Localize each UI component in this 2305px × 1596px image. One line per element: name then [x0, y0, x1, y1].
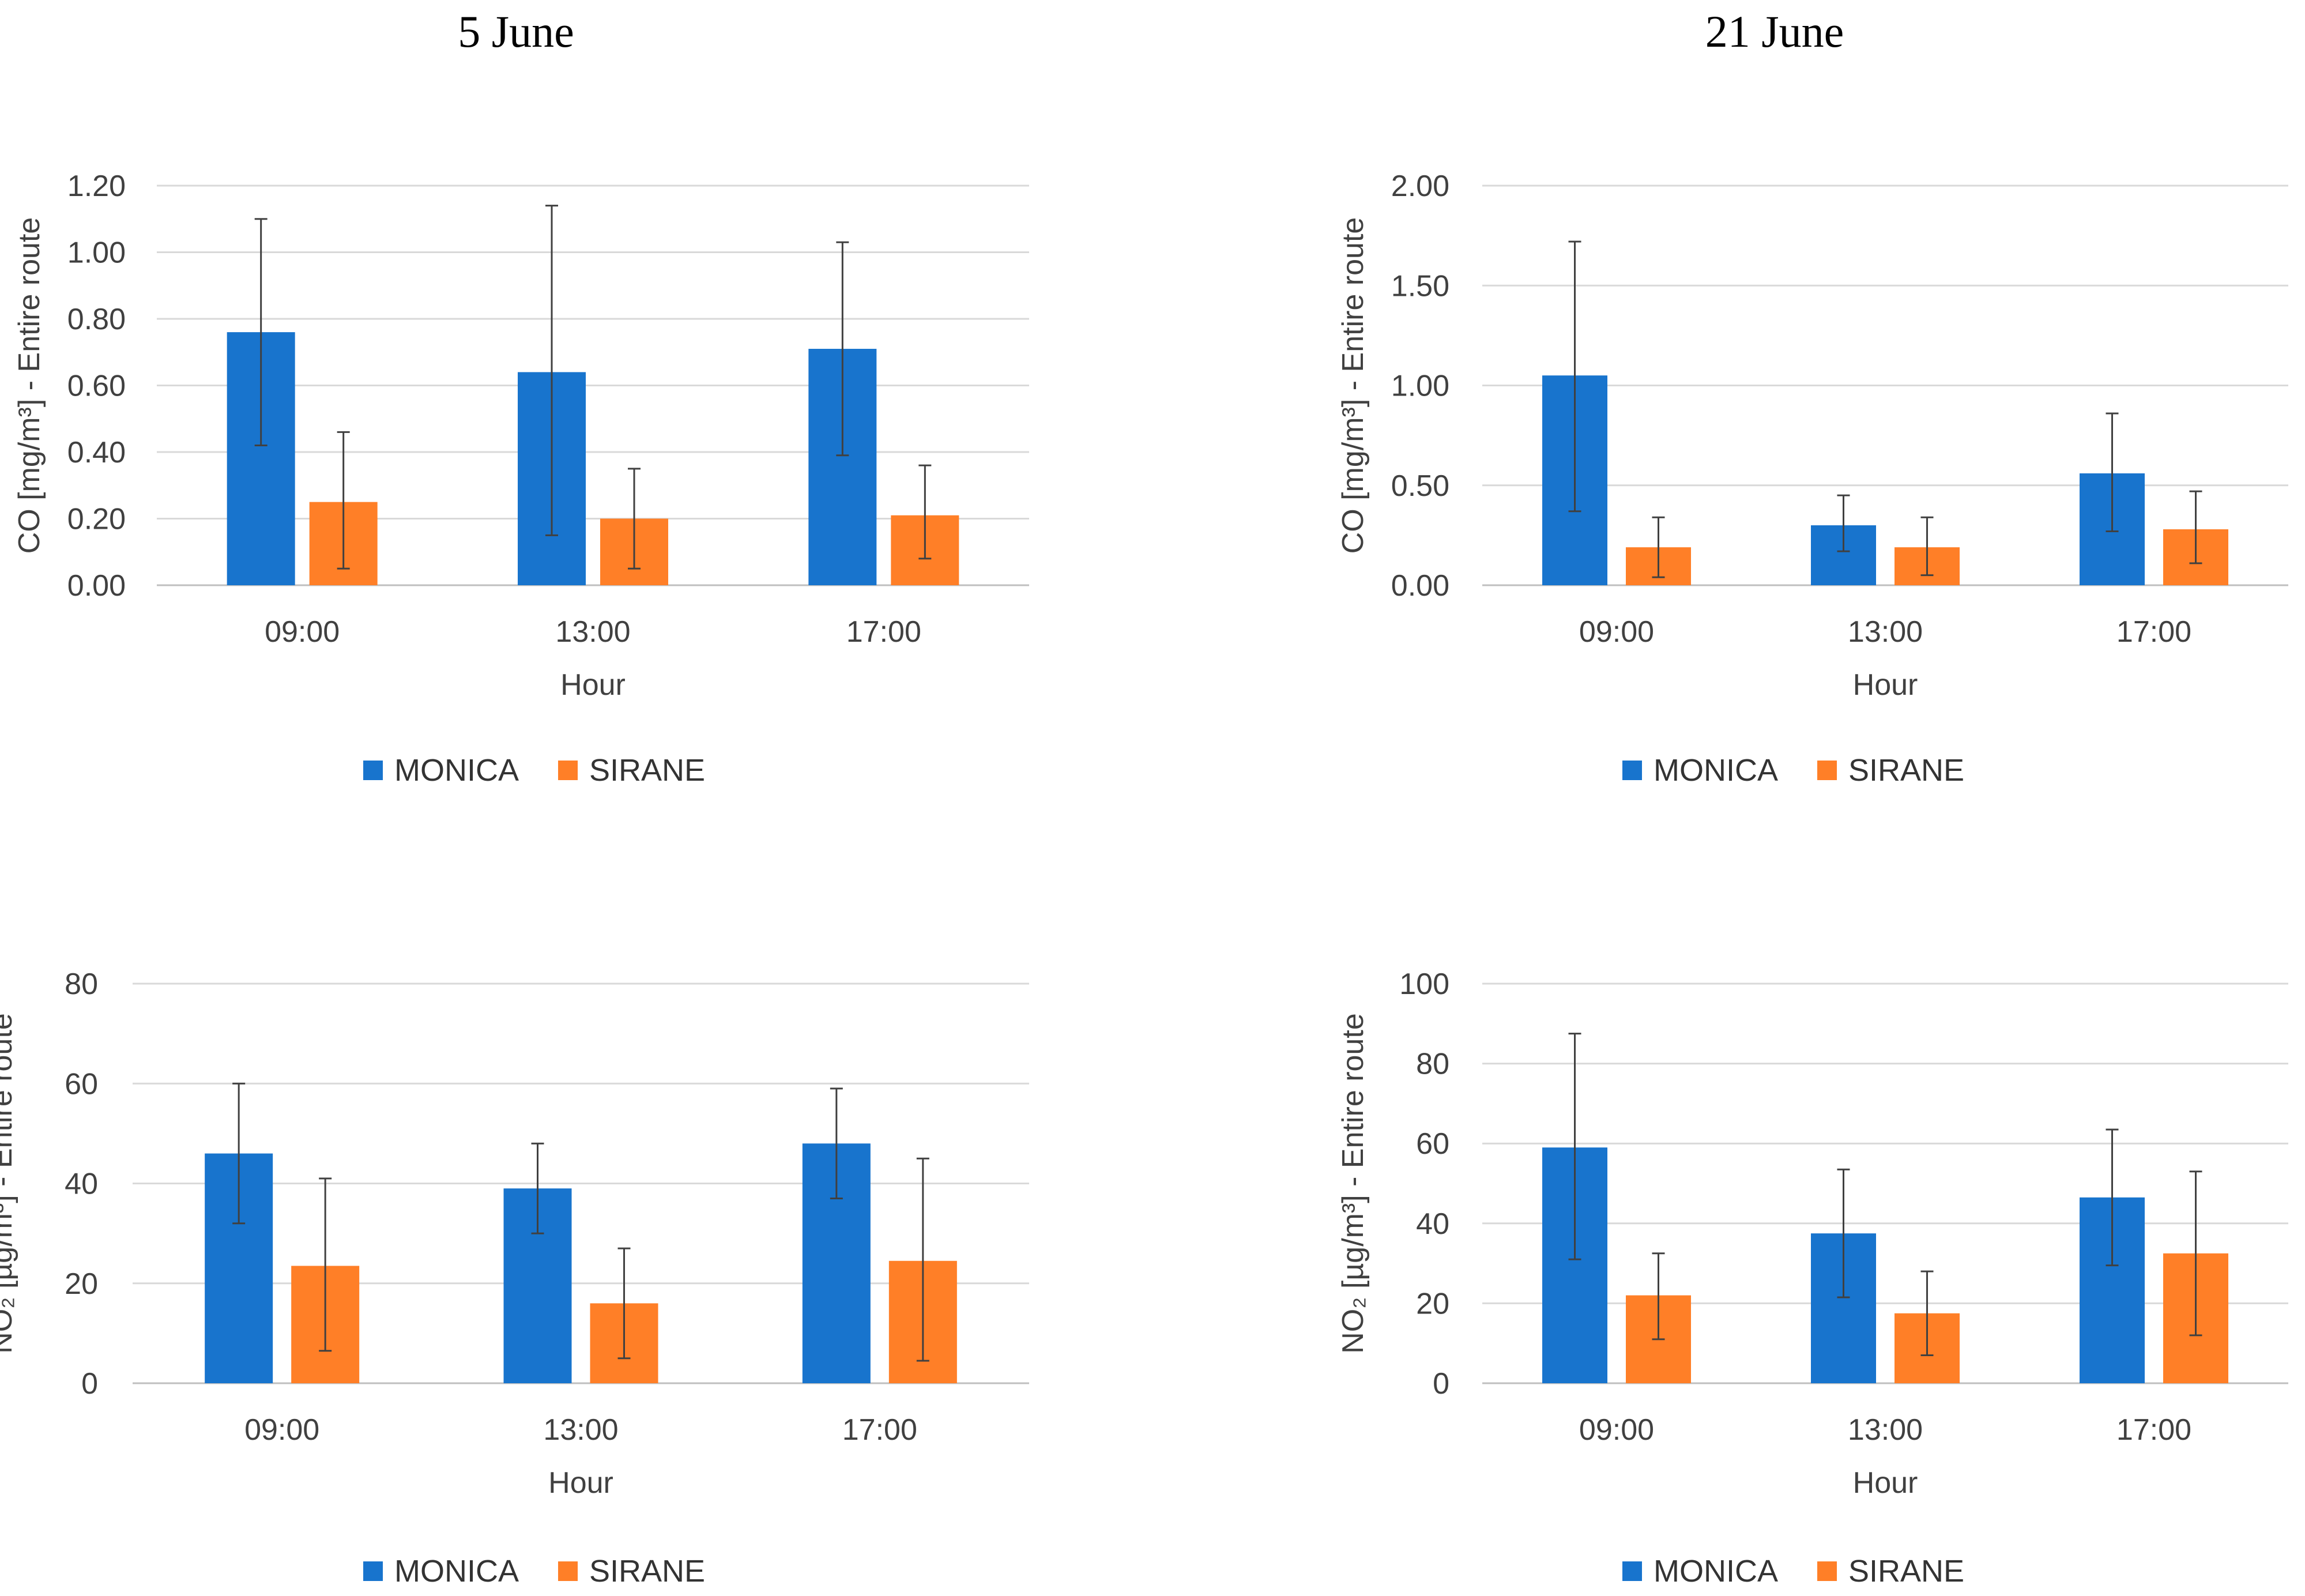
y-tick-label: 80 — [65, 968, 98, 1001]
legend-label-monica: MONICA — [394, 753, 519, 788]
y-tick-label: 20 — [65, 1267, 98, 1301]
legend-label-sirane: SIRANE — [589, 753, 706, 788]
legend-swatch-sirane — [1817, 761, 1837, 780]
y-tick-label: 2.00 — [1391, 170, 1449, 203]
legend-swatch-sirane — [558, 1561, 578, 1581]
y-tick-label: 0 — [1433, 1367, 1449, 1401]
y-tick-label: 0.40 — [67, 436, 126, 469]
chart-no2-21-june: 0 20 40 60 80 100 NO₂ [µg/m³] - Entire route 09… — [1152, 798, 2305, 1596]
x-tick-label: 09:00 — [265, 615, 340, 649]
x-tick-label: 17:00 — [842, 1413, 917, 1447]
chart-co-21-june: 0.00 0.50 1.00 1.50 2.00 CO [mg/m³] - Entire … — [1152, 0, 2305, 798]
legend-label-monica: MONICA — [1654, 1554, 1778, 1589]
x-tick-label: 09:00 — [1579, 1413, 1654, 1447]
y-tick-label: 1.00 — [67, 236, 126, 270]
chart-co-21-june-svg: 0.00 0.50 1.00 1.50 2.00 CO [mg/m³] - Entire … — [1336, 170, 2288, 702]
y-tick-label: 0.80 — [67, 303, 126, 336]
legend-swatch-monica — [363, 1561, 383, 1581]
legend-label-sirane: SIRANE — [1848, 753, 1965, 788]
x-tick-label: 09:00 — [244, 1413, 319, 1447]
y-tick-label: 40 — [65, 1168, 98, 1201]
y-axis-label: CO [mg/m³] - Entire route — [13, 217, 46, 554]
legend-swatch-sirane — [1817, 1561, 1837, 1581]
y-tick-label: 0.50 — [1391, 469, 1449, 503]
legend: MONICA SIRANE — [1622, 1553, 1992, 1589]
x-tick-label: 09:00 — [1579, 615, 1654, 649]
y-tick-label: 80 — [1416, 1048, 1449, 1081]
y-tick-label: 100 — [1399, 968, 1449, 1001]
y-tick-label: 60 — [1416, 1127, 1449, 1161]
legend-label-monica: MONICA — [1654, 753, 1778, 788]
legend-label-sirane: SIRANE — [589, 1554, 706, 1589]
x-tick-label: 17:00 — [2116, 615, 2191, 649]
chart-no2-21-june-svg: 0 20 40 60 80 100 NO₂ [µg/m³] - Entire route 09… — [1336, 968, 2288, 1500]
x-tick-label: 13:00 — [1848, 1413, 1923, 1447]
x-tick-label: 13:00 — [1848, 615, 1923, 649]
legend-swatch-monica — [1622, 1561, 1642, 1581]
chart-co-5-june: 0.00 0.20 0.40 0.60 0.80 1.00 1.20 CO [mg/m³] -… — [0, 0, 1152, 798]
y-tick-label: 0.20 — [67, 503, 126, 536]
y-tick-label: 40 — [1416, 1207, 1449, 1241]
y-tick-label: 1.20 — [67, 170, 126, 203]
y-tick-label: 0.00 — [67, 569, 126, 603]
legend-label-monica: MONICA — [394, 1554, 519, 1589]
x-tick-label: 17:00 — [846, 615, 921, 649]
column-title-5-june: 5 June — [458, 6, 574, 57]
x-tick-label: 13:00 — [543, 1413, 618, 1447]
y-tick-label: 1.50 — [1391, 269, 1449, 303]
y-axis-label: NO₂ [µg/m³] - Entire route — [1336, 1013, 1370, 1354]
chart-no2-5-june-svg: 0 20 40 60 80 NO₂ [µg/m³] - Entire route 09:00… — [0, 968, 1029, 1500]
legend: MONICA SIRANE — [1622, 752, 1992, 788]
legend: MONICA SIRANE — [363, 752, 733, 788]
legend: MONICA SIRANE — [363, 1553, 733, 1589]
column-title-21-june: 21 June — [1705, 6, 1844, 57]
legend-label-sirane: SIRANE — [1848, 1554, 1965, 1589]
x-tick-label: 17:00 — [2116, 1413, 2191, 1447]
y-axis-label: NO₂ [µg/m³] - Entire route — [0, 1013, 18, 1354]
x-tick-label: 13:00 — [555, 615, 630, 649]
x-axis-label: Hour — [548, 1466, 613, 1500]
y-tick-label: 20 — [1416, 1287, 1449, 1320]
legend-swatch-monica — [1622, 761, 1642, 780]
y-tick-label: 0.60 — [67, 370, 126, 403]
x-axis-label: Hour — [1853, 1466, 1918, 1500]
x-axis-label: Hour — [560, 668, 626, 702]
y-tick-label: 0.00 — [1391, 569, 1449, 603]
y-axis-label: CO [mg/m³] - Entire route — [1336, 217, 1370, 554]
y-tick-label: 60 — [65, 1067, 98, 1101]
legend-swatch-monica — [363, 761, 383, 780]
chart-co-5-june-svg: 0.00 0.20 0.40 0.60 0.80 1.00 1.20 CO [mg/m³] -… — [13, 170, 1029, 702]
chart-no2-5-june: 0 20 40 60 80 NO₂ [µg/m³] - Entire route 09:00… — [0, 798, 1152, 1596]
x-axis-label: Hour — [1853, 668, 1918, 702]
legend-swatch-sirane — [558, 761, 578, 780]
y-tick-label: 1.00 — [1391, 370, 1449, 403]
y-tick-label: 0 — [81, 1367, 98, 1401]
